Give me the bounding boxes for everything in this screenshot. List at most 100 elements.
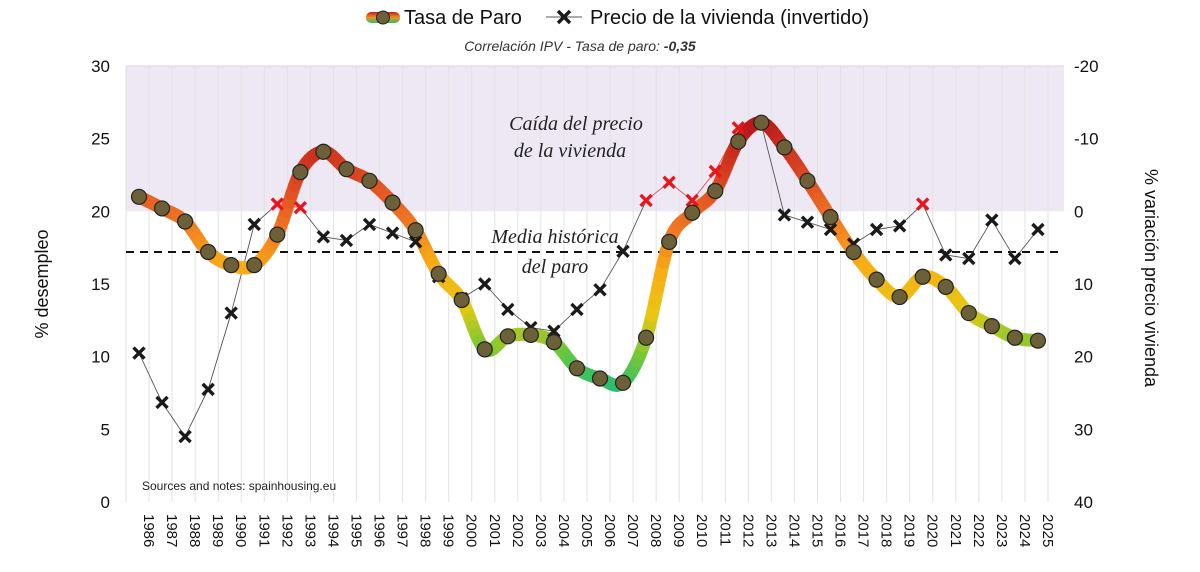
legend-unemployment-marker	[376, 10, 390, 25]
price-point-2024	[1008, 251, 1022, 266]
y-right-tick-label: 0	[1074, 202, 1083, 221]
high-price-drop-zone	[126, 66, 1064, 212]
price-point-2019	[892, 219, 907, 233]
unemployment-point-2004	[545, 334, 563, 351]
unemployment-point-2022	[960, 304, 977, 322]
y-right-tick-label: 30	[1074, 420, 1093, 439]
price-point-2014	[777, 208, 792, 222]
x-tick-label: 2016	[832, 514, 849, 547]
price-point-1995	[339, 233, 354, 248]
x-tick-label: 2014	[785, 514, 802, 547]
y-axis-left-title: % desempleo	[32, 229, 52, 338]
price-point-1998	[408, 235, 423, 249]
x-tick-label: 2013	[762, 514, 779, 547]
x-tick-label: 2012	[739, 514, 756, 547]
x-tick-label: 2000	[463, 514, 480, 547]
zone-annotation-line1: Caída del precio	[509, 113, 643, 135]
price-point-2011	[708, 164, 722, 179]
x-tick-label: 2001	[486, 514, 503, 547]
unemployment-point-1989	[200, 243, 217, 261]
unemployment-point-2023	[983, 318, 1000, 335]
price-line-segment	[207, 312, 232, 390]
unemployment-point-1990	[223, 257, 240, 274]
x-tick-label: 2019	[901, 514, 918, 547]
y-left-tick-label: 15	[91, 275, 110, 294]
x-tick-label: 2018	[878, 514, 895, 547]
y-right-tick-label: -10	[1074, 130, 1099, 149]
unemployment-point-2020	[914, 268, 931, 285]
unemployment-point-1994	[315, 143, 332, 160]
correlation-subtitle: Correlación IPV - Tasa de paro: -0,35	[464, 38, 696, 54]
price-point-2009	[662, 175, 676, 189]
x-tick-label: 1991	[255, 514, 272, 547]
x-tick-label: 2021	[947, 514, 964, 547]
y-axis-right-title: % variación precio vivienda	[1141, 169, 1161, 388]
unemployment-point-2025	[1029, 332, 1047, 349]
x-tick-label: 2015	[808, 514, 825, 547]
x-tick-label: 1990	[232, 514, 249, 547]
x-tick-label: 2010	[693, 514, 710, 547]
price-point-2007	[616, 244, 630, 259]
price-point-1993	[293, 200, 308, 215]
price-point-2008	[639, 193, 653, 208]
price-line-segment	[184, 389, 209, 437]
unemployment-point-1998	[407, 222, 424, 239]
price-line-segment	[945, 254, 969, 260]
y-left-tick-label: 30	[91, 57, 110, 76]
unemployment-point-2007	[614, 374, 632, 391]
unemployment-point-1986	[130, 188, 148, 205]
unemployment-point-2008	[637, 329, 655, 346]
y-left-tick-label: 10	[91, 348, 110, 367]
zone-annotation-line2: de la vivienda	[514, 140, 626, 162]
unemployment-point-2014	[776, 139, 793, 156]
price-point-2016	[823, 222, 838, 237]
price-point-2023	[985, 213, 999, 227]
unemployment-point-1988	[177, 213, 194, 230]
price-line-segment	[784, 214, 808, 223]
x-tick-label: 1996	[371, 514, 388, 547]
unemployment-point-2019	[891, 288, 908, 306]
x-tick-label: 2004	[555, 514, 572, 547]
price-point-1987	[155, 395, 169, 410]
price-point-2002	[501, 302, 515, 317]
unemployment-point-2001	[476, 341, 493, 358]
price-point-2004	[547, 324, 561, 338]
price-line-segment	[599, 251, 624, 291]
x-tick-label: 2023	[993, 514, 1010, 547]
unemployment-point-2009	[661, 233, 678, 250]
unemployment-point-2002	[499, 328, 516, 345]
x-tick-label: 2024	[1016, 514, 1033, 547]
unemployment-point-1995	[338, 161, 355, 178]
price-point-2006	[593, 283, 607, 297]
y-left-tick-label: 20	[91, 202, 110, 221]
unemployment-point-2017	[845, 243, 862, 261]
x-tick-label: 1997	[394, 514, 411, 547]
unemployment-point-2010	[684, 204, 701, 221]
correlation-value: -0,35	[664, 38, 696, 54]
x-axis-ticks: 1986 1987 1988 1989 1990 1991 1992 1993 1994 1995…	[140, 514, 1056, 547]
x-tick-label: 2008	[647, 514, 664, 547]
x-tick-label: 2017	[855, 514, 872, 547]
y-axis-right-ticks: 40 30 20 10 0 -10 -20	[1074, 57, 1099, 512]
y-left-tick-label: 5	[101, 420, 110, 439]
y-right-tick-label: -20	[1074, 57, 1099, 76]
correlation-prefix: Correlación IPV - Tasa de paro:	[464, 38, 663, 54]
x-tick-label: 1986	[140, 514, 157, 547]
y-right-tick-label: 20	[1074, 348, 1093, 367]
x-tick-label: 1993	[301, 514, 318, 547]
price-point-2015	[800, 215, 815, 229]
price-point-1997	[385, 226, 400, 240]
unemployment-point-2006	[591, 370, 609, 387]
mean-annotation-line1: Media histórica	[490, 226, 618, 248]
price-point-1986	[132, 346, 146, 360]
legend-price-marker	[556, 9, 572, 25]
price-line-segment	[807, 221, 831, 230]
legend-unemployment-label: Tasa de Paro	[404, 7, 522, 29]
x-tick-label: 2002	[509, 514, 526, 547]
price-point-2020	[915, 197, 930, 211]
x-tick-label: 1988	[186, 514, 203, 547]
x-tick-label: 1998	[417, 514, 434, 547]
y-left-tick-label: 0	[101, 493, 110, 512]
unemployment-point-1996	[361, 172, 378, 189]
x-tick-label: 2022	[970, 514, 987, 547]
